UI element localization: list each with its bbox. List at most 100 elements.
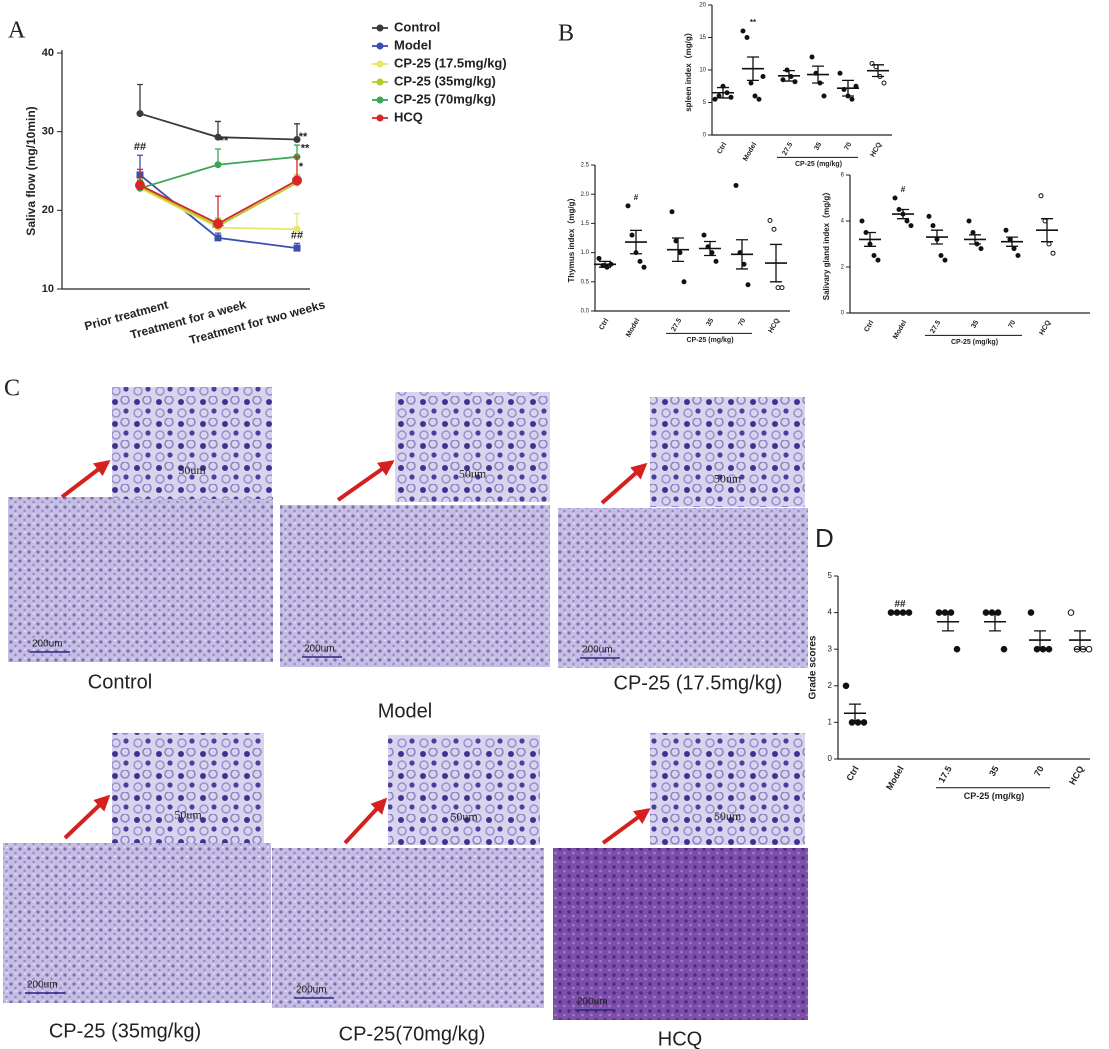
legend-label: CP-25 (70mg/kg)	[394, 91, 496, 106]
histology-inset	[388, 735, 540, 845]
point	[637, 258, 643, 264]
point	[881, 80, 887, 86]
point	[926, 213, 932, 219]
error-bar	[942, 611, 954, 632]
error-bar	[783, 70, 795, 82]
legend-label: CP-25 (17.5mg/kg)	[394, 55, 507, 70]
marker	[293, 136, 301, 144]
y-tick-label: 10	[42, 283, 54, 295]
group-label: CP-25 (mg/kg)	[686, 337, 733, 344]
x-tick-label: Ctrl	[716, 141, 728, 155]
point	[938, 253, 944, 258]
panel-label: B	[558, 21, 574, 47]
point	[1027, 609, 1035, 616]
annotation: **	[220, 135, 229, 147]
point	[752, 93, 758, 99]
error-bar	[1074, 630, 1086, 650]
arrow	[601, 808, 651, 845]
caption: CP-25 (17.5mg/kg)	[614, 672, 783, 694]
error-bar	[717, 86, 729, 99]
y-tick-label: 2	[828, 681, 833, 690]
marker	[213, 218, 223, 229]
point	[748, 80, 754, 86]
marker	[136, 110, 144, 118]
marker	[135, 180, 145, 191]
x-tick-label: 35	[970, 319, 980, 329]
annotation: **	[750, 18, 757, 27]
annotation: #	[901, 185, 906, 194]
scale-label: 200um	[296, 985, 327, 996]
legend-marker	[376, 60, 384, 68]
point	[733, 182, 739, 188]
marker	[292, 175, 302, 186]
caption: CP-25 (35mg/kg)	[49, 1020, 201, 1042]
legend-marker	[376, 42, 384, 50]
y-tick-label: 4	[828, 608, 833, 617]
error-bar	[137, 83, 143, 114]
point	[1050, 250, 1056, 256]
error-bar	[599, 260, 611, 268]
annotation: ##	[291, 229, 303, 241]
inset-scale-label: 50um	[174, 807, 202, 821]
marker	[214, 234, 222, 242]
panel-label: A	[8, 18, 26, 44]
x-tick-label: 17.5	[936, 764, 953, 784]
y-tick-label: 0.5	[581, 279, 590, 285]
y-tick-label: 10	[699, 68, 706, 74]
point	[849, 96, 855, 102]
point	[930, 223, 936, 229]
annotation: **	[301, 143, 310, 155]
arrow	[336, 460, 395, 502]
axis	[837, 576, 1090, 760]
histology-image	[553, 848, 808, 1020]
point	[775, 285, 781, 291]
legend-marker	[376, 96, 384, 104]
arrow	[60, 460, 111, 499]
point	[1015, 253, 1021, 258]
caption: Control	[88, 671, 152, 693]
x-tick-label: 35	[813, 141, 823, 151]
histology-inset	[650, 733, 805, 845]
y-axis-label: Grade scores	[808, 635, 819, 699]
error-bar	[969, 234, 981, 245]
y-axis-label: Saliva flow (mg/10min)	[24, 106, 38, 235]
error-bar	[736, 239, 748, 270]
x-tick-label: Ctrl	[598, 317, 610, 331]
x-tick-label: Model	[892, 319, 908, 340]
y-tick-label: 0	[841, 311, 845, 317]
legend-marker	[376, 114, 384, 122]
point	[713, 258, 719, 264]
arrow	[343, 797, 388, 845]
x-tick-label: 27.5	[781, 141, 794, 156]
x-tick-label: 35	[705, 317, 715, 327]
x-tick-label: 35	[987, 764, 1001, 778]
error-bar	[812, 65, 824, 84]
legend-label: CP-25 (35mg/kg)	[394, 73, 496, 88]
y-tick-label: 1.5	[581, 221, 590, 227]
x-tick-label: Model	[625, 317, 641, 338]
x-tick-label: HCQ	[869, 141, 883, 158]
histology-image	[280, 505, 550, 667]
point	[629, 232, 635, 238]
y-axis-label: Thymus index（mg/g）	[566, 194, 576, 283]
scale-label: 200um	[27, 980, 58, 991]
error-bar	[931, 229, 943, 245]
point	[908, 223, 914, 229]
y-axis-label: spleen index（mg/g）	[683, 28, 693, 112]
point	[982, 609, 990, 616]
point	[970, 230, 976, 235]
y-tick-label: 2.5	[581, 163, 590, 169]
arrow	[63, 794, 111, 840]
marker	[214, 133, 222, 141]
histology-inset	[112, 733, 264, 843]
scale-label: 200um	[32, 639, 63, 650]
inset-scale-label: 50um	[714, 471, 742, 485]
point	[966, 218, 972, 224]
point	[809, 54, 815, 60]
x-tick-label: 70	[737, 317, 747, 327]
point	[978, 246, 984, 252]
point	[744, 35, 750, 40]
group-label: CP-25 (mg/kg)	[964, 791, 1025, 801]
point	[728, 94, 734, 100]
point	[837, 70, 843, 76]
